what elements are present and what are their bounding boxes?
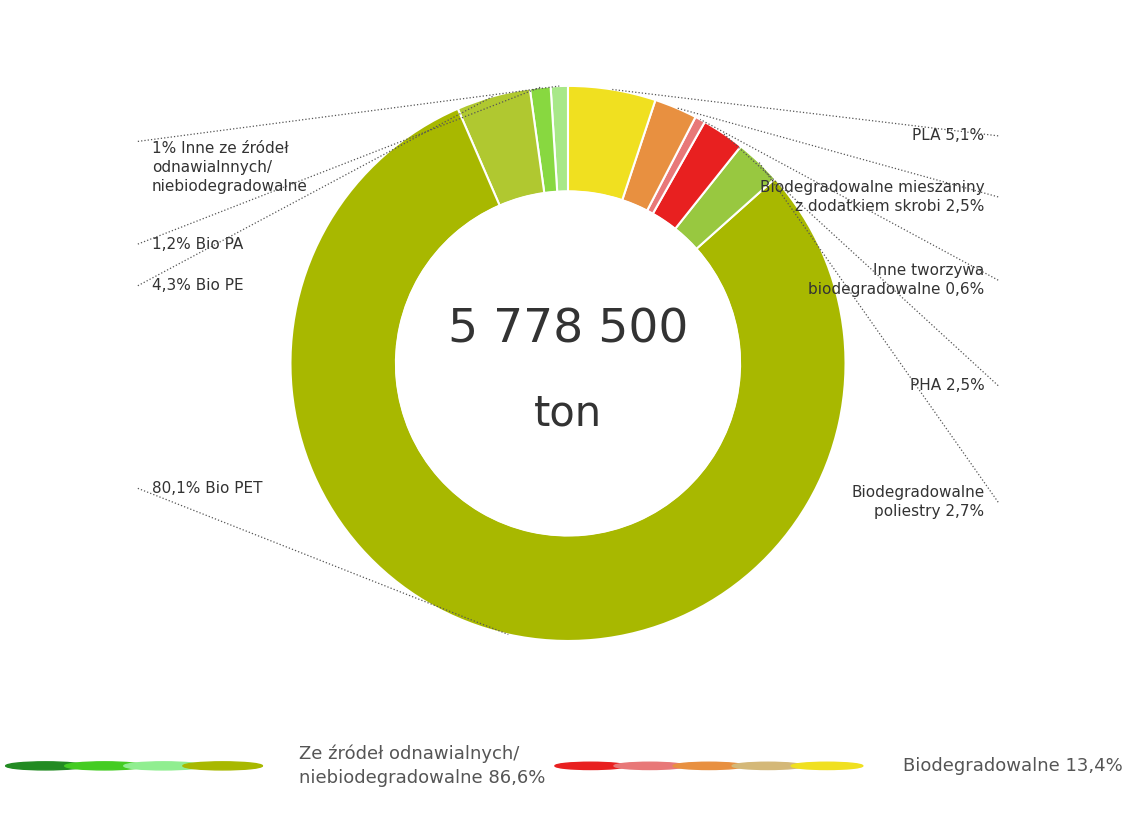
Text: Biodegradowalne
poliestry 2,7%: Biodegradowalne poliestry 2,7% [851,486,984,519]
Circle shape [183,762,262,770]
Text: Biodegradowalne mieszaniny
z dodatkiem skrobi 2,5%: Biodegradowalne mieszaniny z dodatkiem s… [760,180,984,214]
Circle shape [396,192,740,535]
Circle shape [65,762,144,770]
Text: 4,3% Bio PE: 4,3% Bio PE [152,278,243,293]
Text: 80,1% Bio PET: 80,1% Bio PET [152,481,262,496]
Text: Biodegradowalne 13,4%: Biodegradowalne 13,4% [903,757,1122,775]
Circle shape [556,762,627,770]
Text: Ze źródeł odnawialnych/
niebiodegradowalne 86,6%: Ze źródeł odnawialnych/ niebiodegradowal… [299,745,545,787]
Wedge shape [568,86,655,200]
Wedge shape [529,87,557,193]
Circle shape [673,762,745,770]
Circle shape [733,762,804,770]
Wedge shape [648,117,704,214]
Circle shape [124,762,203,770]
Wedge shape [458,88,544,206]
Circle shape [791,762,863,770]
Text: ton: ton [534,392,602,434]
Wedge shape [551,86,568,192]
Wedge shape [291,109,845,641]
Wedge shape [653,122,741,229]
Text: 1,2% Bio PA: 1,2% Bio PA [152,236,243,252]
Circle shape [615,762,686,770]
Text: PHA 2,5%: PHA 2,5% [910,378,984,393]
Text: 1% Inne ze źródeł
odnawialnnych/
niebiodegradowalne: 1% Inne ze źródeł odnawialnnych/ niebiod… [152,141,308,193]
Text: Inne tworzywa
biodegradowalne 0,6%: Inne tworzywa biodegradowalne 0,6% [808,263,984,297]
Wedge shape [675,146,775,249]
Wedge shape [623,100,695,211]
Circle shape [6,762,85,770]
Text: PLA 5,1%: PLA 5,1% [912,128,984,144]
Text: 5 778 500: 5 778 500 [448,307,688,353]
